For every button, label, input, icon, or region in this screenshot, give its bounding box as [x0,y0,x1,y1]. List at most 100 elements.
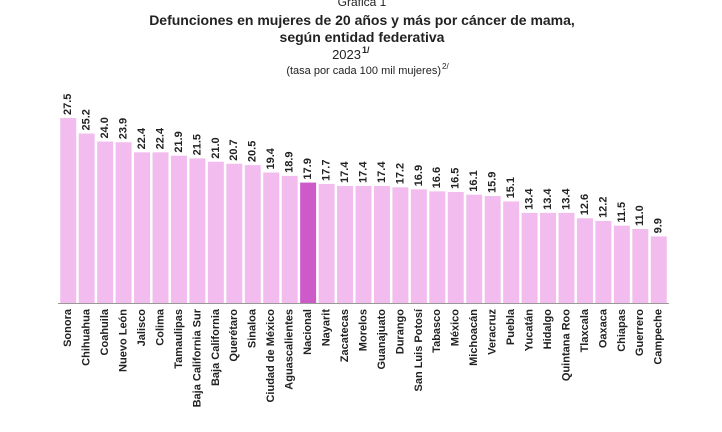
bar [244,165,261,303]
x-tick-label: México [450,309,462,347]
bar [503,201,520,303]
value-label: 16.6 [431,167,443,188]
bar [410,189,427,303]
bar [540,212,557,303]
x-tick-label: Nuevo León [117,309,129,372]
bar [134,152,151,303]
bar [521,212,538,303]
value-label: 21.0 [210,137,222,158]
x-tick-label: Chihuahua [81,308,93,366]
bar [78,133,95,303]
bar [300,182,317,303]
chart-subtitle: según entidad federativa [280,29,445,45]
x-tick-label: Colima [154,308,166,346]
chart-unit: (tasa por cada 100 mil mujeres) [286,65,441,77]
bar [207,161,224,303]
x-tick-label: Puebla [505,308,517,345]
x-tick-label: Nacional [302,309,314,355]
value-label: 12.2 [597,197,609,218]
value-label: 13.4 [523,188,535,210]
x-tick-label: Sonora [62,308,74,347]
bar [281,175,298,303]
chart-year: 2023 [332,47,361,62]
bar [60,118,77,304]
value-label: 18.9 [284,151,296,172]
x-tick-label: Tlaxcala [579,308,591,352]
x-tick-label: Campeche [653,309,665,365]
value-label: 17.4 [357,161,369,183]
x-tick-label: Tabasco [431,309,443,353]
x-tick-label: Guanajuato [376,309,388,370]
value-label: 21.5 [191,134,203,155]
chart-label: Gráfica 1 [338,0,387,9]
x-tick-label: Sinaloa [247,308,259,348]
bar [152,152,169,303]
x-tick-label: Baja California Sur [191,308,203,407]
bar [484,196,501,303]
bar [613,225,630,303]
bar [170,155,187,303]
bar [263,172,280,303]
value-label: 17.4 [376,161,388,183]
value-label: 9.9 [653,218,665,233]
value-label: 25.2 [81,109,93,130]
x-tick-label: Zacatecas [339,309,351,362]
x-tick-label: Tamaulipas [173,309,185,369]
bar [392,187,409,303]
value-label: 15.9 [487,172,499,193]
value-label: 22.4 [154,127,166,149]
x-tick-label: Querétaro [228,309,240,362]
x-tick-label: Durango [394,309,406,355]
x-tick-label: Morelos [357,309,369,351]
bar [115,142,132,303]
bar [355,185,372,303]
bar [595,220,612,303]
x-tick-label: Yucatán [523,309,535,351]
value-label: 17.7 [320,160,332,181]
x-tick-label: Oaxaca [597,308,609,348]
x-tick-label: Michoacán [468,309,480,366]
value-label: 19.4 [265,147,277,169]
x-tick-label: Quintana Roo [560,309,572,381]
value-label: 24.0 [99,117,111,138]
bar [373,185,390,303]
value-label: 12.6 [579,194,591,215]
bar [226,163,243,303]
value-label: 17.9 [302,158,314,179]
value-label: 21.9 [173,131,185,152]
value-label: 20.7 [228,139,240,160]
value-label: 11.5 [616,202,628,223]
bar [97,141,114,303]
chart-title: Defunciones en mujeres de 20 años y más … [149,12,575,28]
x-tick-label: Nayarit [320,309,332,347]
value-label: 22.4 [136,127,148,149]
bar [632,229,649,303]
value-label: 13.4 [542,188,554,210]
bar [558,212,575,303]
bar [318,183,335,303]
value-label: 17.4 [339,161,351,183]
value-label: 11.0 [634,205,646,226]
value-label: 16.1 [468,170,480,191]
x-tick-label: Baja California [210,308,222,386]
value-label: 15.1 [505,177,517,198]
bar [189,158,206,303]
bar [466,194,483,303]
bar [337,185,354,303]
bar [576,218,593,303]
unit-note: 2/ [442,62,449,71]
value-label: 23.9 [117,118,129,139]
value-label: 16.5 [450,168,462,189]
year-note: 1/ [362,45,370,55]
x-tick-label: Veracruz [487,309,499,355]
value-label: 17.2 [394,163,406,184]
x-tick-label: Hidalgo [542,309,554,350]
x-tick-label: San Luis Potosí [413,308,425,391]
x-tick-label: Guerrero [634,309,646,356]
value-label: 20.5 [247,141,259,162]
x-tick-label: Ciudad de México [265,309,277,403]
value-label: 16.9 [413,165,425,186]
x-tick-label: Aguascalientes [284,309,296,390]
bar [447,192,464,303]
